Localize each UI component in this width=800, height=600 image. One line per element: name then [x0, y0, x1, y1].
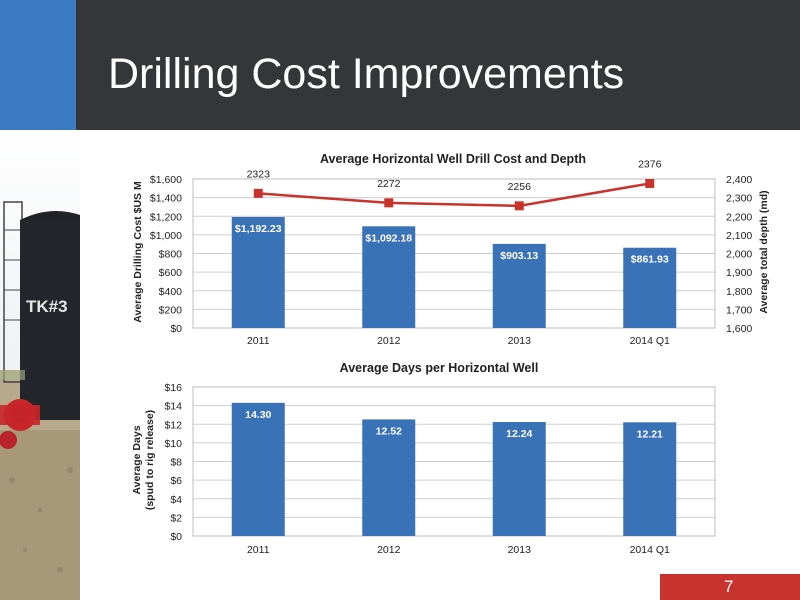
slide-title: Drilling Cost Improvements [108, 50, 625, 98]
chart2-y-tick-label: $0 [170, 531, 182, 543]
chart2-bar-label: 14.30 [245, 409, 271, 421]
chart1-y-tick-label: $200 [159, 304, 183, 316]
chart1-y-tick-label: $1,600 [150, 174, 182, 186]
chart2-x-tick-label: 2013 [508, 544, 532, 556]
chart1-y2-tick-label: 2,400 [726, 174, 752, 186]
chart2-plot: $0 $2 $4 $6 $8 $10 $12 $14 $16 14.30 12.52 12.24 12.… [164, 382, 716, 556]
photo-tank-label: TK#3 [26, 297, 68, 316]
chart2-bar [231, 402, 285, 536]
chart1-y2-tick-label: 2,100 [726, 230, 752, 242]
chart1-y2-tick-label: 2,000 [726, 249, 752, 261]
chart1-y2-tick-label: 2,200 [726, 211, 752, 223]
chart1-bar-label: $903.13 [500, 250, 538, 262]
chart2-y-tick-label: $16 [164, 382, 182, 394]
chart2-y-axis-label-line1: Average Days [131, 425, 143, 494]
chart1-y-axis-label: Average Drilling Cost $US M [132, 181, 144, 323]
chart1-x-tick-label: 2013 [508, 335, 532, 347]
chart1-depth-marker [253, 188, 263, 198]
chart2-bar [492, 422, 546, 536]
chart1-depth-marker [645, 178, 655, 188]
chart1-depth-label: 2376 [638, 158, 662, 170]
chart2-y-tick-label: $10 [164, 438, 182, 450]
chart2-bar-label: 12.24 [506, 428, 532, 440]
chart2-y-tick-label: $4 [170, 494, 182, 506]
chart1-y2-tick-label: 1,900 [726, 267, 752, 279]
chart1-depth-label: 2272 [377, 178, 401, 190]
chart1-y-tick-label: $1,200 [150, 211, 182, 223]
chart1-depth-label: 2256 [508, 181, 532, 193]
chart1-bar-label: $861.93 [631, 254, 669, 266]
chart1-y2-tick-label: 1,800 [726, 286, 752, 298]
chart2-y-axis-label-line2: (spud to rig release) [144, 410, 156, 510]
chart2-bar-label: 12.52 [376, 425, 402, 437]
chart2-y-tick-label: $8 [170, 457, 182, 469]
chart2-bar [362, 419, 416, 536]
chart1-y-tick-label: $1,400 [150, 193, 182, 205]
chart1-x-tick-label: 2014 Q1 [630, 335, 670, 347]
chart1-bar [623, 247, 677, 328]
chart1-y-tick-label: $400 [159, 286, 183, 298]
chart1-y2-tick-label: 1,600 [726, 323, 752, 335]
chart1-depth-marker [384, 198, 394, 208]
chart2-x-tick-label: 2011 [247, 544, 270, 556]
header-accent [0, 0, 76, 130]
chart1-bar [362, 226, 416, 328]
chart1-x-tick-label: 2011 [247, 335, 270, 347]
chart2-y-tick-label: $2 [170, 512, 182, 524]
drilling-site-photo: TK#3 [0, 130, 95, 600]
footer-bar [660, 574, 800, 600]
chart1-plot: $0 $200 $400 $600 $800 $1,000 $1,200 $1,400 $1,6… [150, 158, 753, 347]
chart2-plot-frame [192, 386, 716, 537]
chart1-x-tick-label: 2012 [377, 335, 401, 347]
chart1-y-tick-label: $0 [170, 323, 182, 335]
slide-content-area [80, 135, 800, 600]
chart1-y-tick-label: $800 [159, 249, 183, 261]
chart2-title: Average Days per Horizontal Well [340, 361, 539, 375]
chart1-y2-axis-label: Average total depth (md) [758, 190, 770, 313]
chart1-bar [231, 216, 285, 328]
chart1-depth-marker [514, 201, 524, 211]
chart1-depth-label: 2323 [247, 168, 271, 180]
header-bar [0, 0, 800, 130]
chart1-bar [492, 243, 546, 328]
chart2-x-tick-label: 2012 [377, 544, 401, 556]
chart1-y2-tick-label: 1,700 [726, 304, 752, 316]
chart1-title: Average Horizontal Well Drill Cost and D… [320, 152, 586, 166]
chart1-plot-frame [192, 178, 716, 329]
chart1-bar-label: $1,092.18 [365, 232, 412, 244]
chart2-bar [623, 422, 677, 536]
chart2-y-tick-label: $6 [170, 475, 182, 487]
chart2-y-tick-label: $14 [164, 401, 182, 413]
chart2-x-tick-label: 2014 Q1 [630, 544, 670, 556]
chart1-bar-label: $1,192.23 [235, 223, 282, 235]
chart1-depth-line [258, 182, 650, 208]
page-number: 7 [724, 577, 734, 596]
chart2-y-tick-label: $12 [164, 419, 182, 431]
chart2-bar-label: 12.21 [637, 428, 663, 440]
chart1-y2-tick-label: 2,300 [726, 193, 752, 205]
chart1-y-tick-label: $1,000 [150, 230, 182, 242]
chart1-y-tick-label: $600 [159, 267, 183, 279]
